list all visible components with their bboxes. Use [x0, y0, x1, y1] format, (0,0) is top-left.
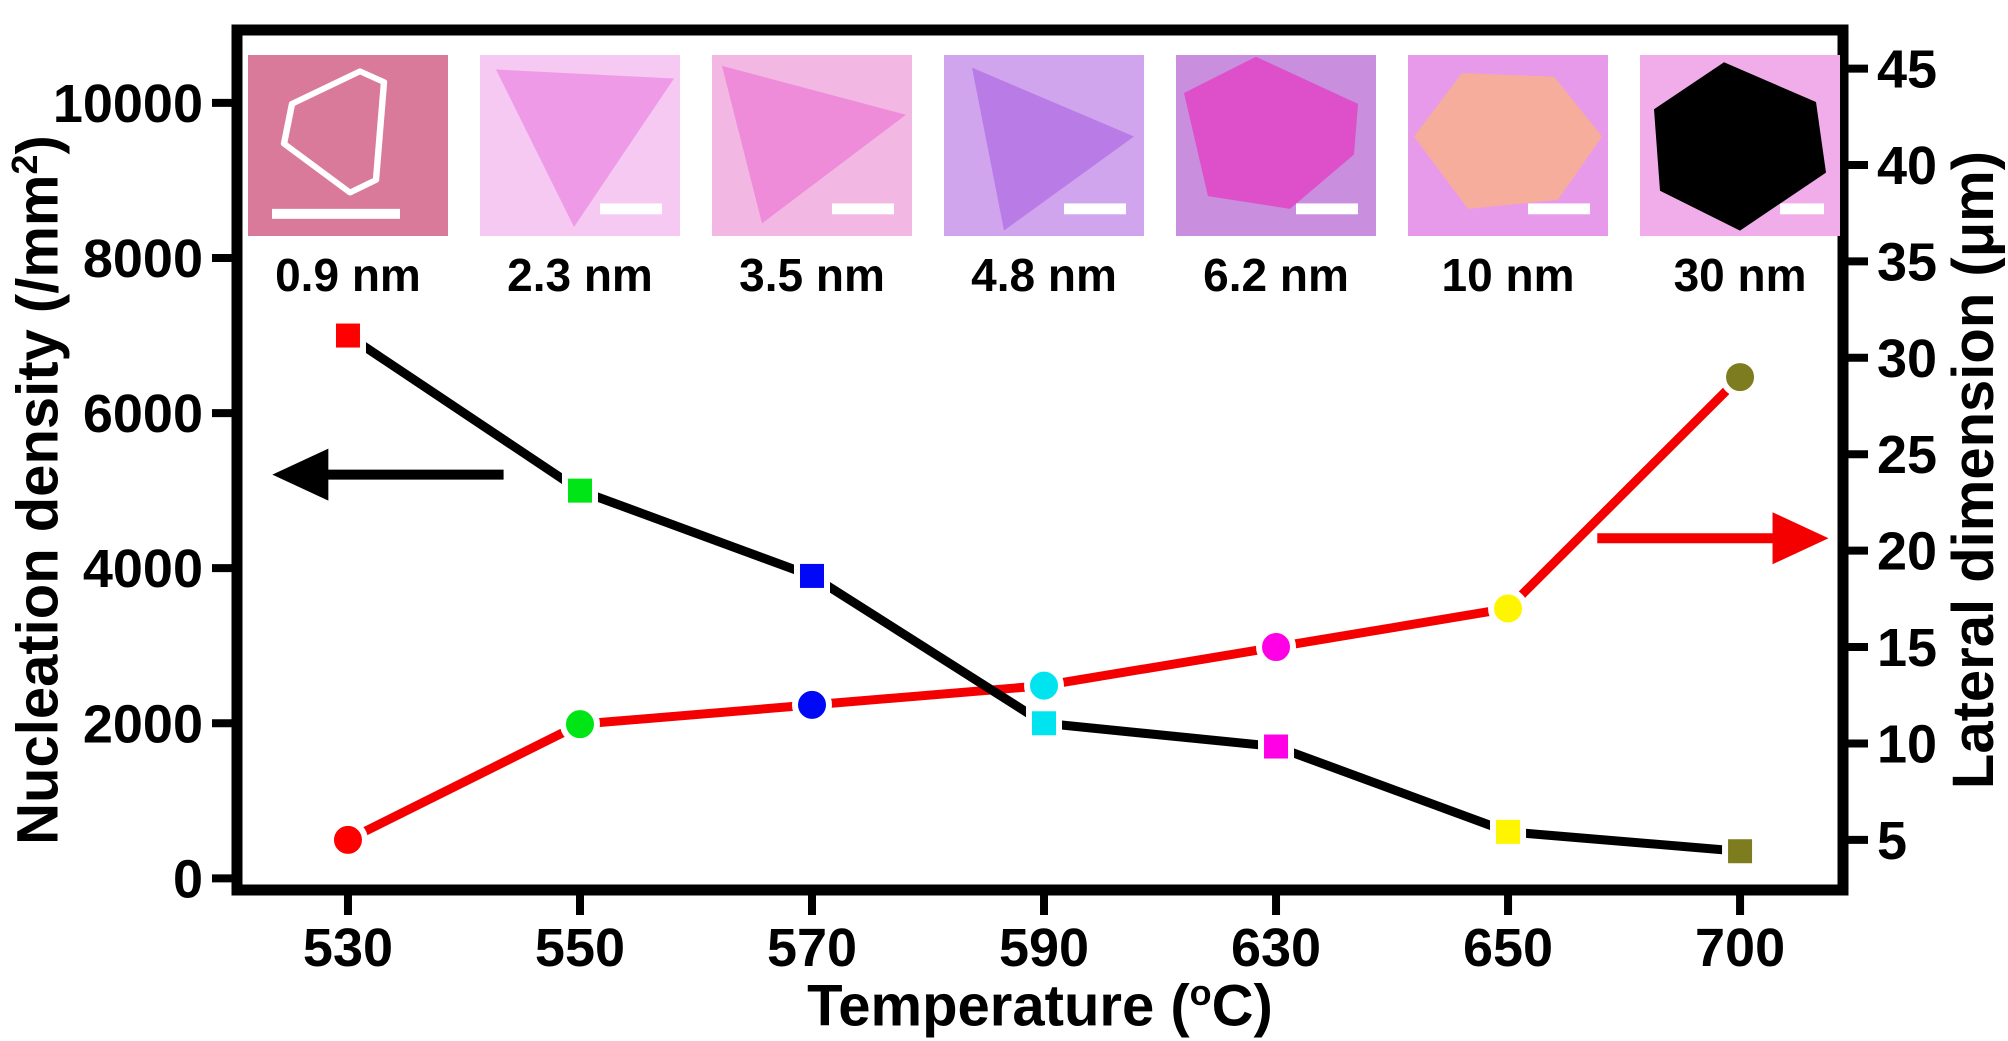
inset-image — [712, 55, 912, 236]
inset-scalebar — [832, 203, 894, 215]
x-axis-title-sup: o — [1189, 972, 1212, 1013]
left-axis-tick-label: 6000 — [83, 384, 203, 444]
left-axis-title-sup: 2 — [4, 154, 45, 175]
inset-image — [1408, 55, 1609, 236]
plot-frame — [231, 24, 1849, 896]
series-line-lateral-dimension — [345, 373, 1744, 844]
inset-thickness-label: 30 nm — [1673, 249, 1807, 301]
inset-micrograph-3.5nm — [712, 55, 912, 236]
inset-crystal-shape — [972, 67, 1134, 231]
inset-image — [247, 55, 448, 236]
inset-image — [1176, 55, 1377, 236]
inset-micrograph-2.3nm — [479, 55, 680, 236]
inset-micrograph-10nm — [1408, 55, 1609, 236]
inset-scalebar — [1296, 203, 1359, 215]
right-axis-tick-label: 10 — [1877, 714, 1937, 774]
marker-square-530 — [329, 317, 366, 354]
inset-scalebar — [1064, 203, 1126, 215]
marker-circle-630 — [1256, 627, 1297, 668]
x-axis-tick-label: 550 — [535, 918, 625, 978]
marker-circle-570 — [792, 684, 833, 725]
left-axis-tick-label: 2000 — [83, 694, 203, 754]
right-axis-tick-label: 15 — [1877, 618, 1937, 678]
inset-crystal-shape — [722, 65, 906, 224]
inset-image — [479, 55, 680, 236]
left-axis-tick-label: 10000 — [53, 74, 203, 134]
left-axis-tick-label: 0 — [173, 849, 203, 909]
inset-thickness-label: 10 nm — [1441, 249, 1575, 301]
right-axis-tick-label: 5 — [1877, 811, 1907, 871]
inset-micrograph-6.2nm — [1176, 55, 1377, 236]
inset-crystal-shape — [1184, 56, 1359, 209]
marker-square-570 — [794, 557, 831, 594]
right-axis-tick-label: 20 — [1877, 522, 1937, 582]
inset-crystal-shape — [1414, 73, 1603, 209]
marker-circle-590 — [1024, 665, 1065, 706]
right-axis-title: Lateral dimension (μm) — [1941, 150, 2006, 790]
marker-square-550 — [561, 472, 598, 509]
x-axis-title: Temperature (oC) — [640, 972, 1440, 1039]
marker-square-650 — [1490, 813, 1527, 850]
x-axis-tick-label: 570 — [767, 918, 857, 978]
right-axis-tick-label: 40 — [1877, 136, 1937, 196]
inset-thickness-label: 4.8 nm — [971, 249, 1117, 301]
x-axis-title-close: C) — [1211, 973, 1273, 1039]
left-axis-title-close: ) — [5, 135, 71, 155]
marker-circle-530 — [327, 819, 368, 860]
left-axis-title: Nucleation density (/mm2) — [4, 60, 71, 920]
x-axis-tick-label: 630 — [1231, 918, 1321, 978]
right-axis-tick-label: 25 — [1877, 425, 1937, 485]
inset-image — [944, 55, 1144, 236]
marker-square-630 — [1258, 728, 1295, 765]
x-axis-title-text: Temperature ( — [807, 973, 1190, 1039]
inset-thickness-label: 0.9 nm — [275, 249, 421, 301]
left-axis-tick-label: 4000 — [83, 539, 203, 599]
x-axis-tick-label: 650 — [1463, 918, 1553, 978]
marker-circle-650 — [1488, 588, 1529, 629]
marker-circle-700 — [1720, 357, 1761, 398]
inset-scalebar — [599, 203, 662, 215]
x-axis-tick-label: 590 — [999, 918, 1089, 978]
inset-crystal-shape — [280, 68, 388, 196]
inset-micrograph-30nm — [1640, 55, 1841, 236]
inset-scalebar — [1528, 203, 1591, 215]
x-axis-tick-label: 700 — [1695, 918, 1785, 978]
marker-circle-550 — [559, 704, 600, 745]
left-axis-arrow-head — [272, 448, 329, 501]
marker-square-700 — [1722, 833, 1759, 870]
right-axis-tick-label: 45 — [1877, 40, 1937, 100]
inset-thickness-label: 6.2 nm — [1203, 249, 1349, 301]
x-axis-tick-label: 530 — [303, 918, 393, 978]
inset-thickness-label: 3.5 nm — [739, 249, 885, 301]
series-line-nucleation-density — [345, 331, 1741, 856]
inset-micrograph-0.9nm — [247, 55, 448, 236]
inset-micrograph-4.8nm — [944, 55, 1144, 236]
right-axis-tick-label: 30 — [1877, 329, 1937, 389]
inset-scalebar — [271, 208, 400, 219]
right-axis-tick-label: 35 — [1877, 232, 1937, 292]
inset-scalebar — [1780, 203, 1825, 215]
inset-image — [1640, 55, 1841, 236]
inset-thickness-label: 2.3 nm — [507, 249, 653, 301]
inset-crystal-shape — [1654, 62, 1827, 231]
right-axis-arrow-head — [1772, 512, 1829, 565]
marker-square-590 — [1026, 705, 1063, 742]
inset-crystal-shape — [495, 69, 674, 227]
left-axis-title-text: Nucleation density (/mm — [5, 174, 71, 845]
left-axis-tick-label: 8000 — [83, 229, 203, 289]
inset-substrate — [247, 55, 448, 236]
